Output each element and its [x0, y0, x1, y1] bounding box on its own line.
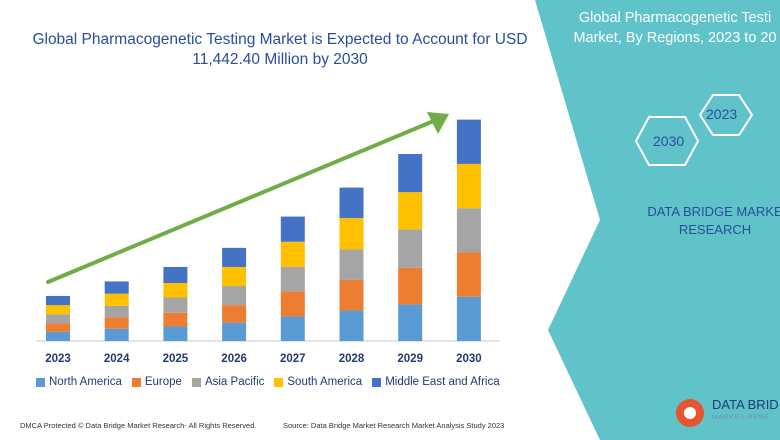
- logo-name: DATA BRID: [712, 397, 779, 412]
- bar-2028-series-3: [339, 218, 364, 250]
- x-tick-label: 2025: [163, 353, 189, 365]
- trend-arrow-head: [427, 112, 449, 134]
- legend-label: South America: [287, 376, 363, 388]
- x-tick-label: 2029: [397, 353, 423, 365]
- bar-2029-series-4: [398, 153, 423, 193]
- x-tick-label: 2023: [45, 353, 71, 365]
- legend-swatch: [131, 377, 141, 387]
- hex-label-2030: 2030: [653, 133, 685, 149]
- bar-2029-series-1: [398, 267, 423, 305]
- bar-2026-series-4: [222, 247, 247, 267]
- bar-2027-series-2: [280, 266, 305, 292]
- bar-2026-series-2: [222, 286, 247, 306]
- bar-2025-series-1: [163, 312, 188, 327]
- bar-2030-series-3: [456, 163, 481, 209]
- hexagon-2023-icon: [698, 94, 754, 136]
- x-tick-label: 2027: [280, 353, 306, 365]
- bar-2029-series-3: [398, 192, 423, 230]
- logo-icon-inner: [684, 407, 696, 419]
- bar-2029-series-2: [398, 229, 423, 268]
- legend-swatch: [36, 377, 45, 387]
- panel-brand-line2: RESEARCH: [678, 222, 752, 237]
- hex-label-2023: 2023: [706, 106, 738, 122]
- panel-brand-text: DATA BRIDGE MARKE RESEARCH: [630, 203, 780, 239]
- panel-title: Global Pharmacogenetic Testi Market, By …: [560, 8, 780, 48]
- legend-item: Asia Pacific: [191, 376, 265, 388]
- legend-item: Europe: [131, 376, 182, 388]
- bar-2027-series-3: [280, 241, 305, 267]
- bar-2023-series-4: [46, 295, 70, 306]
- legend-label: Asia Pacific: [204, 376, 265, 388]
- bar-group: [46, 119, 481, 341]
- bar-2025-series-3: [163, 282, 188, 298]
- chart-legend: North America Europe Asia Pacific South Ame…: [36, 376, 500, 388]
- bar-2030-series-0: [456, 296, 481, 341]
- bar-2024-series-2: [104, 305, 129, 318]
- bar-2028-series-1: [339, 279, 364, 311]
- bar-2024-series-1: [104, 317, 129, 329]
- bar-2027-series-4: [280, 216, 305, 242]
- legend-item: South America: [274, 376, 362, 388]
- x-tick-label: 2030: [456, 353, 482, 365]
- panel-title-line2: Market, By Regions, 2023 to 20: [573, 30, 777, 46]
- bar-2023-series-1: [46, 323, 70, 332]
- legend-label: North America: [49, 376, 122, 388]
- bar-2023-series-0: [46, 331, 70, 341]
- panel-brand-line1: DATA BRIDGE MARKE: [647, 204, 780, 219]
- bar-2026-series-0: [222, 322, 247, 341]
- x-tick-label: 2026: [221, 353, 247, 365]
- bar-2030-series-4: [456, 119, 481, 164]
- bar-2025-series-4: [163, 266, 188, 283]
- legend-label: Europe: [144, 376, 182, 388]
- hexagon-2030-icon: [634, 116, 700, 166]
- bar-2028-series-0: [339, 310, 364, 341]
- trend-arrow: [46, 118, 438, 284]
- legend-swatch: [372, 377, 382, 387]
- chart-title: Global Pharmacogenetic Testing Market is…: [32, 31, 528, 68]
- logo-tagline: MARKET RESE: [712, 414, 770, 421]
- bar-2028-series-2: [339, 249, 364, 280]
- dmca-notice: DMCA Protected © Data Bridge Market Rese…: [20, 421, 257, 430]
- panel-title-line1: Global Pharmacogenetic Testi: [578, 10, 772, 26]
- source-note: Source: Data Bridge Market Research Mark…: [283, 421, 505, 430]
- x-tick-label: 2028: [339, 353, 365, 365]
- bar-2024-series-4: [104, 281, 129, 294]
- bar-2023-series-3: [46, 305, 70, 315]
- x-tick-label: 2024: [104, 353, 130, 365]
- bar-2025-series-2: [163, 297, 188, 313]
- legend-item: North America: [36, 376, 122, 388]
- x-tick-labels: 2023 2024 2025 2026 2027 2028 2029 2030: [45, 353, 481, 365]
- bar-2023-series-2: [46, 314, 70, 324]
- bar-2029-series-0: [398, 304, 423, 341]
- legend-swatch: [274, 377, 284, 387]
- legend-swatch: [191, 377, 201, 387]
- bar-2027-series-1: [280, 291, 305, 317]
- side-panel: [535, 0, 780, 440]
- legend-label: Middle East and Africa: [385, 376, 500, 388]
- bar-2025-series-0: [163, 326, 188, 341]
- bar-2027-series-0: [280, 316, 305, 341]
- bar-2024-series-0: [104, 328, 129, 341]
- bar-2030-series-1: [456, 252, 481, 297]
- bar-2030-series-2: [456, 208, 481, 253]
- bar-2024-series-3: [104, 293, 129, 306]
- bar-2028-series-4: [339, 187, 364, 219]
- bar-2026-series-1: [222, 305, 247, 323]
- bar-2026-series-3: [222, 266, 247, 287]
- legend-item: Middle East and Africa: [372, 376, 500, 388]
